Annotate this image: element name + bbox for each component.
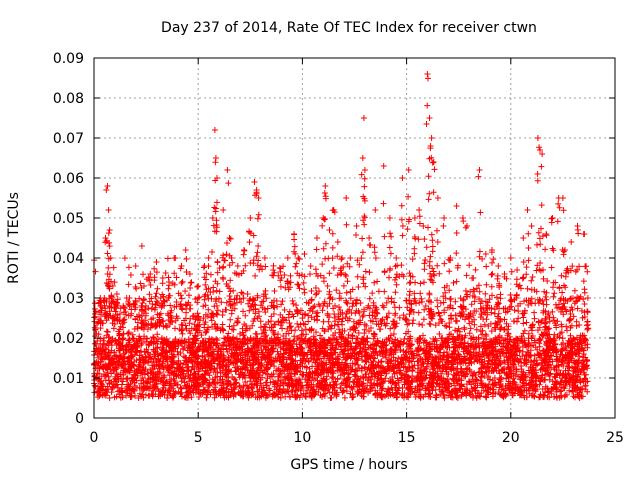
x-tick-label: 25 [606, 430, 624, 446]
y-tick-label: 0.08 [53, 91, 84, 107]
x-tick-label: 20 [502, 430, 520, 446]
chart-title: Day 237 of 2014, Rate Of TEC Index for r… [161, 20, 537, 36]
y-tick-label: 0.03 [53, 291, 84, 307]
y-tick-label: 0.05 [53, 211, 84, 227]
axis-ticks [93, 57, 616, 419]
x-tick-label: 5 [194, 430, 203, 446]
y-tick-labels: 0 0.01 0.02 0.03 0.04 0.05 0.06 0.07 0.08 0.09 [53, 51, 84, 427]
y-tick-label: 0.07 [53, 131, 84, 147]
y-tick-label: 0.02 [53, 331, 84, 347]
x-tick-label: 10 [293, 430, 311, 446]
roti-points [91, 71, 592, 401]
y-tick-label: 0.01 [53, 371, 84, 387]
y-tick-label: 0.04 [53, 251, 84, 267]
y-tick-label: 0.06 [53, 171, 84, 187]
x-tick-label: 0 [90, 430, 99, 446]
y-tick-label: 0.09 [53, 51, 84, 67]
x-tick-label: 15 [398, 430, 416, 446]
x-axis-title: GPS time / hours [290, 457, 407, 473]
y-axis-title: ROTI / TECUs [6, 192, 22, 284]
y-tick-label: 0 [75, 411, 84, 427]
data-points [91, 71, 592, 401]
plot-frame [93, 57, 616, 419]
x-tick-labels: 0 5 10 15 20 25 [90, 430, 624, 446]
